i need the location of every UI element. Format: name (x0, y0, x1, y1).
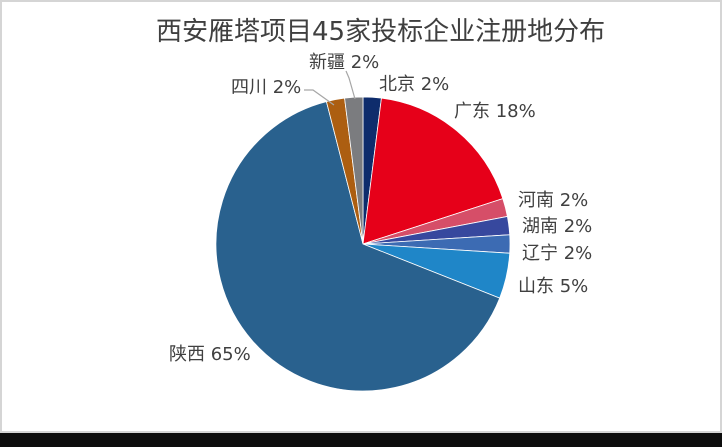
leader-line-xinjiang (345, 70, 356, 100)
pie-chart (215, 70, 511, 392)
chart-title: 西安雁塔项目45家投标企业注册地分布 (156, 17, 606, 47)
chart-area: 西安雁塔项目45家投标企业注册地分布 新疆 2% 四川 2% 北京 2% 广东 … (0, 0, 722, 433)
label-beijing: 北京 2% (379, 74, 450, 95)
pie-slice-guangdong (362, 97, 504, 245)
label-sichuan: 四川 2% (231, 77, 302, 98)
label-hunan: 湖南 2% (522, 216, 593, 237)
label-shandong: 山东 5% (518, 276, 589, 297)
label-henan: 河南 2% (518, 190, 589, 211)
label-liaoning: 辽宁 2% (522, 243, 593, 264)
bottom-bar (0, 433, 722, 447)
label-shaanxi: 陕西 65% (169, 344, 251, 365)
pie-slices (215, 96, 511, 392)
label-guangdong: 广东 18% (454, 101, 536, 122)
leader-line-sichuan (304, 89, 335, 106)
pie-slice-xinjiang (344, 96, 364, 245)
pie-slice-shaanxi (215, 101, 501, 392)
label-xinjiang: 新疆 2% (309, 52, 380, 73)
